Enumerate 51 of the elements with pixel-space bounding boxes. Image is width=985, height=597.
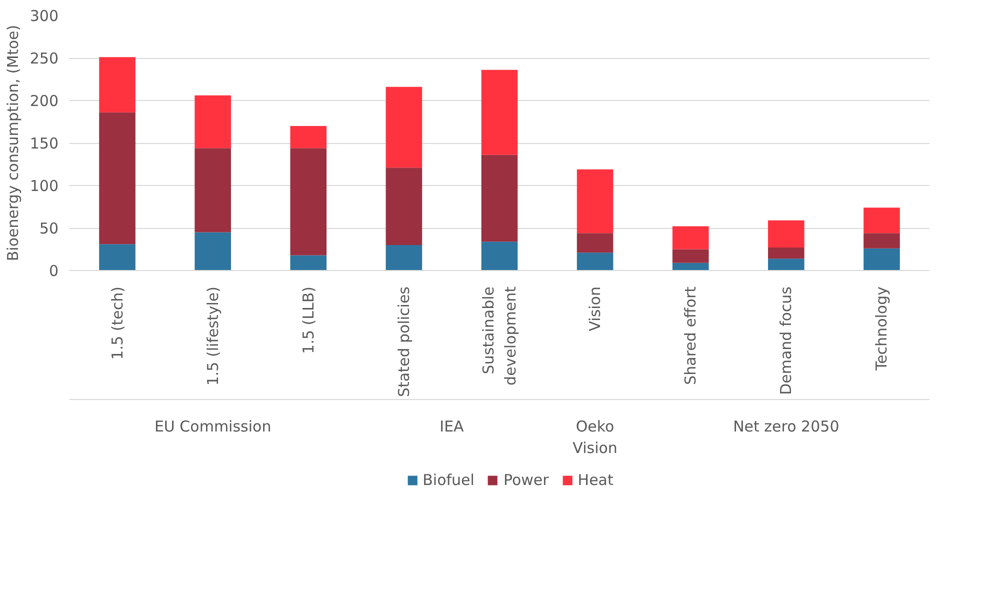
- bar: [386, 245, 422, 270]
- bar: [864, 233, 900, 248]
- y-tick-label: 50: [39, 220, 59, 238]
- y-tick-label: 150: [30, 134, 59, 152]
- x-tick-label: Vision: [586, 286, 604, 332]
- bar: [481, 242, 518, 270]
- y-tick-label: 200: [30, 92, 59, 110]
- legend-label: Power: [503, 471, 549, 489]
- bar: [386, 168, 422, 245]
- bar: [99, 112, 136, 244]
- bar: [672, 249, 709, 263]
- x-tick-label: 1.5 (lifestyle): [204, 286, 222, 386]
- bar: [768, 220, 804, 248]
- x-tick-label: 1.5 (tech): [108, 286, 126, 360]
- y-tick-label: 300: [30, 7, 59, 25]
- bar: [99, 57, 136, 112]
- text: Oeko Vision: [572, 418, 618, 458]
- bar: [576, 252, 614, 270]
- x-tick-label: 1.5 (LLB): [299, 286, 318, 354]
- x-tick-label: Sustainable development: [480, 286, 520, 386]
- x-tick-label: Technology: [872, 286, 891, 372]
- bar: [768, 248, 804, 259]
- bar: [576, 233, 614, 253]
- y-axis-title: Bioenergy consumption, (Mtoe): [4, 24, 22, 262]
- legend-label: Biofuel: [422, 471, 474, 489]
- bar: [290, 148, 327, 256]
- legend-label: Heat: [578, 471, 614, 489]
- bar: [290, 255, 327, 270]
- text: Net zero 2050: [733, 418, 840, 436]
- bar: [864, 208, 900, 234]
- bar: [290, 126, 327, 148]
- bar: [194, 148, 231, 232]
- y-tick-label: 100: [30, 177, 59, 195]
- bar: [99, 244, 136, 270]
- bar: [481, 154, 518, 242]
- x-tick-label: Demand focus: [777, 286, 796, 395]
- y-tick-label: 0: [48, 262, 59, 280]
- bar: [672, 226, 709, 250]
- bar: [576, 169, 614, 234]
- bar: [481, 70, 518, 155]
- text: IEA: [440, 418, 465, 436]
- bar: [194, 95, 231, 148]
- bar: [194, 232, 231, 270]
- bar: [768, 258, 804, 270]
- y-tick-label: 250: [30, 50, 59, 68]
- bar: [864, 248, 900, 270]
- bar: [386, 86, 422, 168]
- bar: [672, 262, 709, 270]
- x-tick-label: Shared effort: [682, 286, 700, 385]
- text: EU Commission: [154, 418, 272, 436]
- x-tick-label: Stated policies: [394, 286, 413, 397]
